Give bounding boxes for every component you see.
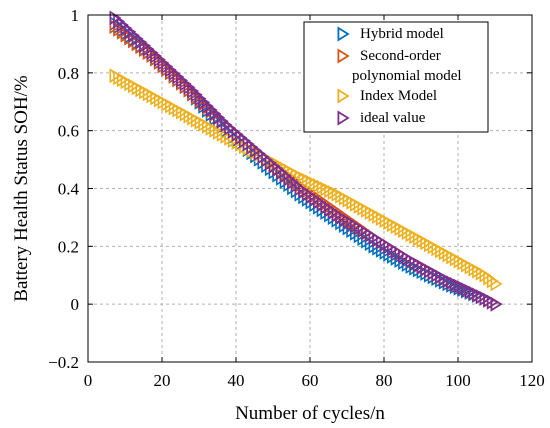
data-point xyxy=(142,41,155,57)
y-tick-label: 0.8 xyxy=(58,64,79,83)
data-point xyxy=(128,27,140,43)
data-point xyxy=(213,109,226,125)
data-point xyxy=(161,59,174,74)
data-point xyxy=(157,55,170,71)
y-tick-label: 0.2 xyxy=(58,237,79,256)
data-point xyxy=(153,52,166,67)
series-layer xyxy=(109,10,503,312)
y-axis-label: Battery Health Status SOH/% xyxy=(11,75,32,302)
legend-label: Index Model xyxy=(360,88,437,104)
legend-marker xyxy=(337,26,350,42)
x-tick-label: 120 xyxy=(519,371,545,390)
legend-marker xyxy=(337,88,350,104)
x-tick-label: 100 xyxy=(445,371,471,390)
y-tick-label: −0.2 xyxy=(48,353,79,372)
data-point xyxy=(135,34,148,50)
data-point xyxy=(209,106,222,122)
data-point xyxy=(490,276,503,292)
series xyxy=(109,10,503,312)
x-tick-label: 80 xyxy=(376,371,393,390)
data-point xyxy=(190,87,203,103)
data-point xyxy=(205,102,218,118)
data-point xyxy=(198,94,211,110)
data-point xyxy=(139,38,152,54)
data-point xyxy=(183,79,196,95)
data-point xyxy=(113,13,126,29)
legend-marker xyxy=(337,48,350,64)
legend-box xyxy=(303,21,489,133)
data-point xyxy=(120,20,133,36)
data-point xyxy=(216,113,229,129)
legend-label: ideal value xyxy=(360,110,426,126)
y-tick-label: 0 xyxy=(71,295,80,314)
data-point xyxy=(187,83,200,99)
legend-marker xyxy=(337,110,350,126)
data-point xyxy=(168,65,181,81)
data-point xyxy=(176,72,189,88)
data-point xyxy=(202,98,214,114)
data-point xyxy=(150,48,163,64)
data-point xyxy=(131,31,144,47)
legend: Hybrid model Second-order polynomial model… xyxy=(303,21,489,133)
legend-label: Hybrid model xyxy=(360,26,444,42)
data-point xyxy=(124,24,137,40)
x-tick-label: 20 xyxy=(154,371,171,390)
data-point xyxy=(179,76,192,92)
y-tick-label: 0.6 xyxy=(58,122,79,141)
tick-layer: 0 20 40 60 80 100 120 −0.2 0 0.2 0.4 0.6 0.8 1 xyxy=(48,6,545,390)
data-point xyxy=(146,45,159,61)
x-tick-label: 0 xyxy=(84,371,93,390)
data-point xyxy=(165,62,177,78)
data-point xyxy=(490,296,503,312)
legend-label: Second-order xyxy=(360,48,441,64)
x-tick-label: 60 xyxy=(302,371,319,390)
x-tick-label: 40 xyxy=(228,371,245,390)
data-point xyxy=(172,69,185,85)
legend-label: polynomial model xyxy=(352,68,462,84)
y-tick-label: 0.4 xyxy=(58,180,80,199)
x-axis-label: Number of cycles/n xyxy=(235,403,385,424)
y-tick-label: 1 xyxy=(71,6,80,25)
data-point xyxy=(194,91,207,107)
data-point xyxy=(116,17,129,33)
